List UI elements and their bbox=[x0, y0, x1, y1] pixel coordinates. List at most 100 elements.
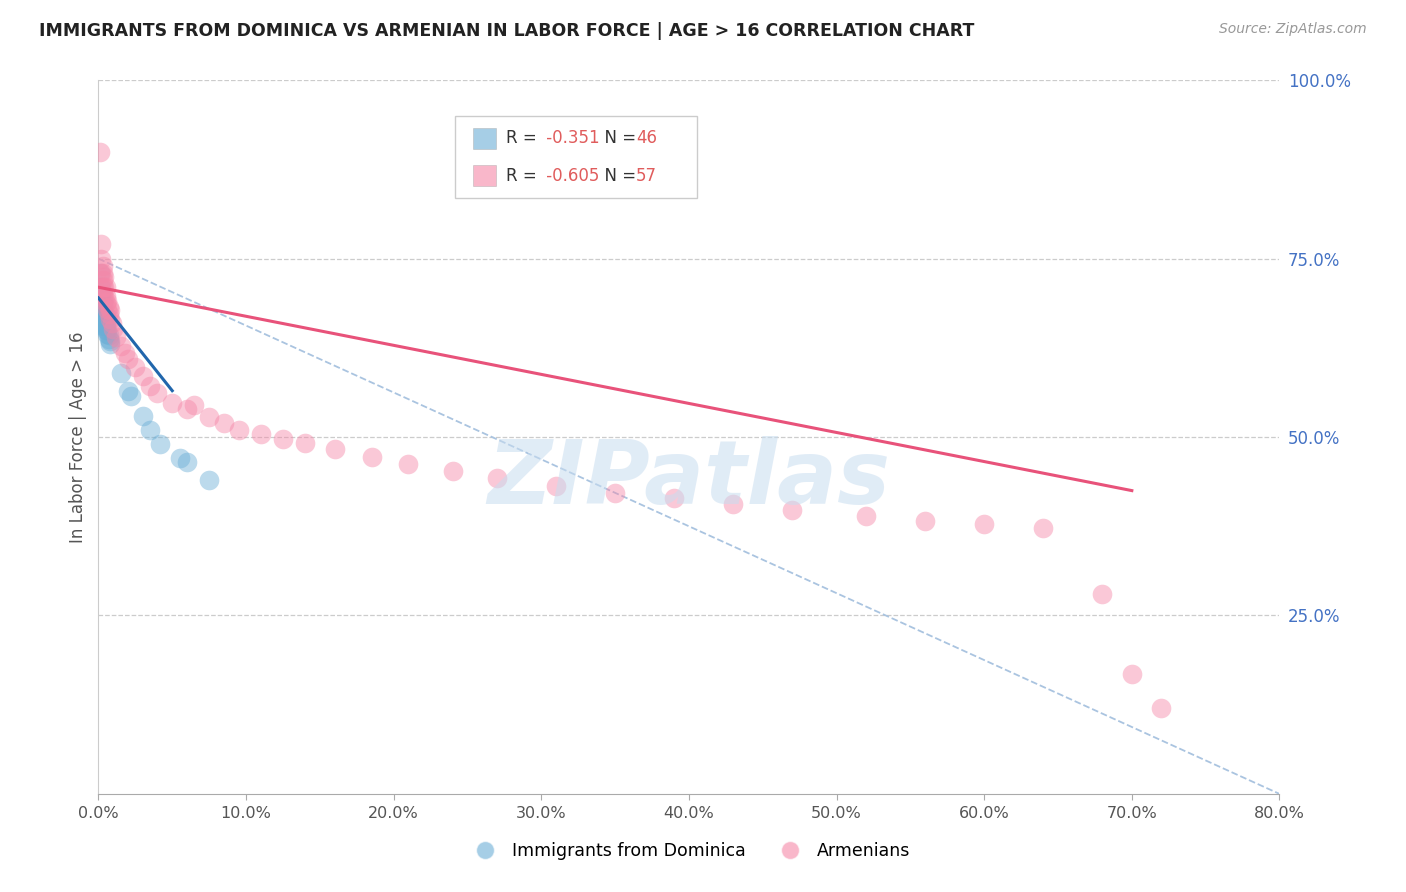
Point bbox=[90, 301, 112, 316]
Point bbox=[139, 423, 162, 437]
Point bbox=[1091, 587, 1114, 601]
Point bbox=[91, 266, 114, 280]
Point bbox=[91, 280, 114, 294]
Point bbox=[169, 451, 191, 466]
Point bbox=[198, 473, 221, 487]
Point bbox=[97, 307, 120, 321]
Point bbox=[93, 309, 115, 323]
Point bbox=[1032, 521, 1054, 535]
Point bbox=[90, 316, 112, 330]
Point bbox=[546, 478, 568, 492]
Point bbox=[91, 287, 114, 301]
Point bbox=[855, 508, 877, 523]
Point bbox=[96, 326, 118, 341]
Point bbox=[914, 514, 936, 528]
Point bbox=[90, 252, 112, 266]
Point bbox=[89, 145, 111, 159]
FancyBboxPatch shape bbox=[456, 116, 697, 198]
Text: -0.605: -0.605 bbox=[541, 167, 600, 185]
Point bbox=[90, 280, 112, 294]
Point bbox=[198, 410, 221, 425]
Point bbox=[114, 346, 136, 360]
Point bbox=[360, 450, 382, 464]
Point bbox=[146, 385, 169, 400]
Point bbox=[94, 289, 117, 303]
Point bbox=[486, 471, 509, 485]
Point bbox=[664, 491, 686, 506]
Point bbox=[93, 319, 115, 334]
Point bbox=[94, 309, 117, 323]
Point bbox=[90, 294, 112, 309]
Point bbox=[605, 485, 627, 500]
Text: N =: N = bbox=[595, 129, 641, 147]
Point bbox=[96, 301, 118, 316]
Point bbox=[782, 503, 804, 517]
Point bbox=[91, 294, 114, 309]
Point bbox=[97, 332, 120, 346]
Point bbox=[89, 294, 111, 309]
Point bbox=[93, 269, 115, 284]
Point bbox=[98, 312, 121, 326]
Text: N =: N = bbox=[595, 167, 641, 185]
Point bbox=[91, 303, 114, 318]
Point bbox=[723, 497, 745, 511]
Point bbox=[149, 437, 172, 451]
Text: R =: R = bbox=[506, 167, 541, 185]
Point bbox=[91, 312, 114, 326]
Point bbox=[250, 426, 273, 441]
Point bbox=[93, 312, 115, 326]
Point bbox=[117, 384, 139, 398]
Point bbox=[91, 309, 114, 323]
Text: IMMIGRANTS FROM DOMINICA VS ARMENIAN IN LABOR FORCE | AGE > 16 CORRELATION CHART: IMMIGRANTS FROM DOMINICA VS ARMENIAN IN … bbox=[39, 22, 974, 40]
Point bbox=[294, 435, 316, 450]
Y-axis label: In Labor Force | Age > 16: In Labor Force | Age > 16 bbox=[69, 331, 87, 543]
Point bbox=[91, 259, 114, 273]
Text: ZIPatlas: ZIPatlas bbox=[488, 436, 890, 524]
Point bbox=[132, 369, 155, 384]
Point bbox=[91, 319, 114, 334]
Point bbox=[90, 291, 112, 305]
Point bbox=[89, 266, 111, 280]
Text: Source: ZipAtlas.com: Source: ZipAtlas.com bbox=[1219, 22, 1367, 37]
Point bbox=[94, 296, 117, 310]
Point bbox=[96, 294, 118, 309]
Text: 57: 57 bbox=[636, 167, 657, 185]
Point bbox=[97, 300, 120, 314]
Point bbox=[1150, 701, 1173, 715]
Point bbox=[93, 305, 115, 319]
Point bbox=[90, 298, 112, 312]
Point bbox=[90, 266, 112, 280]
Point bbox=[398, 457, 420, 471]
Text: 46: 46 bbox=[636, 129, 657, 147]
Point bbox=[176, 401, 198, 416]
Point bbox=[271, 432, 294, 446]
Point bbox=[1121, 667, 1143, 681]
Point bbox=[90, 237, 112, 252]
Bar bbox=[472, 128, 496, 149]
Point bbox=[103, 321, 125, 335]
Point bbox=[94, 319, 117, 334]
Point bbox=[110, 366, 132, 380]
Point bbox=[212, 416, 235, 430]
Point bbox=[162, 396, 183, 410]
Point bbox=[100, 316, 122, 330]
Point bbox=[91, 316, 114, 330]
Point bbox=[94, 280, 117, 294]
Point bbox=[96, 323, 118, 337]
Point bbox=[93, 316, 115, 330]
Point bbox=[94, 312, 117, 326]
Legend: Immigrants from Dominica, Armenians: Immigrants from Dominica, Armenians bbox=[460, 836, 918, 867]
Point bbox=[90, 309, 112, 323]
Point bbox=[120, 389, 142, 403]
Point bbox=[90, 287, 112, 301]
Point bbox=[117, 351, 139, 366]
Point bbox=[132, 409, 155, 423]
Point bbox=[176, 455, 198, 469]
Point bbox=[228, 423, 250, 437]
Point bbox=[98, 303, 121, 318]
Point bbox=[105, 330, 128, 344]
Point bbox=[93, 280, 115, 294]
Point bbox=[110, 339, 132, 353]
Point bbox=[441, 464, 464, 478]
Point bbox=[973, 517, 995, 532]
